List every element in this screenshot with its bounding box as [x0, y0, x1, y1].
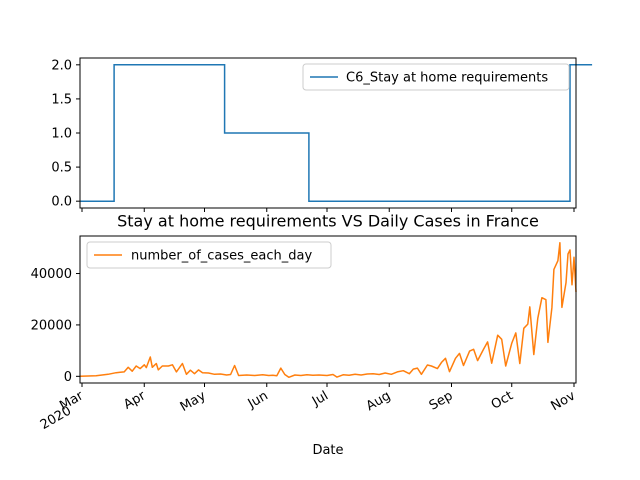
- top-x-ticks: [81, 208, 575, 212]
- top-y-tick-label: 2.0: [51, 58, 72, 73]
- x-axis-label: Date: [312, 443, 343, 458]
- series-line-daily-cases: [79, 241, 577, 379]
- bottom-y-tick-label: 0: [64, 370, 72, 385]
- top-legend-label: C6_Stay at home requirements: [346, 71, 548, 86]
- bottom-y-axis: 0 20000 40000: [31, 267, 80, 385]
- bottom-y-tick-label: 20000: [31, 318, 72, 333]
- top-legend-box: [302, 63, 570, 91]
- bottom-x-tick-label: Aug: [364, 388, 393, 414]
- bottom-legend: number_of_cases_each_day: [86, 241, 332, 269]
- top-panel: 0.0 0.5 1.0 1.5 2.0 C6_Stay at home requirem…: [51, 57, 593, 212]
- top-y-tick-label: 0.0: [51, 195, 72, 210]
- bottom-x-tick-label: Oct: [489, 388, 516, 412]
- bottom-plot-area: [79, 241, 577, 379]
- top-legend: C6_Stay at home requirements: [302, 63, 570, 91]
- bottom-x-tick-label: Apr: [121, 388, 149, 413]
- top-y-tick-label: 1.0: [51, 127, 72, 142]
- bottom-legend-label: number_of_cases_each_day: [131, 249, 312, 264]
- bottom-x-tick-label: Jun: [245, 388, 271, 412]
- top-y-axis: 0.0 0.5 1.0 1.5 2.0: [51, 58, 80, 210]
- bottom-legend-box: [86, 241, 332, 269]
- bottom-x-tick-label: 2020: [38, 403, 74, 433]
- top-plot-area: [80, 64, 593, 202]
- top-y-tick-label: 0.5: [51, 161, 72, 176]
- top-y-tick-label: 1.5: [51, 92, 72, 107]
- series-line-stay-at-home: [80, 64, 593, 202]
- bottom-x-tick-label: Nov: [549, 388, 579, 414]
- bottom-y-tick-label: 40000: [31, 267, 72, 282]
- bottom-x-tick-label: Jul: [309, 388, 331, 409]
- chart-title: Stay at home requirements VS Daily Cases…: [117, 212, 539, 231]
- bottom-x-tick-label: Sep: [427, 388, 456, 413]
- bottom-axes-frame: [79, 235, 577, 384]
- bottom-panel: Stay at home requirements VS Daily Cases…: [31, 212, 579, 459]
- bottom-x-tick-label: May: [178, 388, 209, 415]
